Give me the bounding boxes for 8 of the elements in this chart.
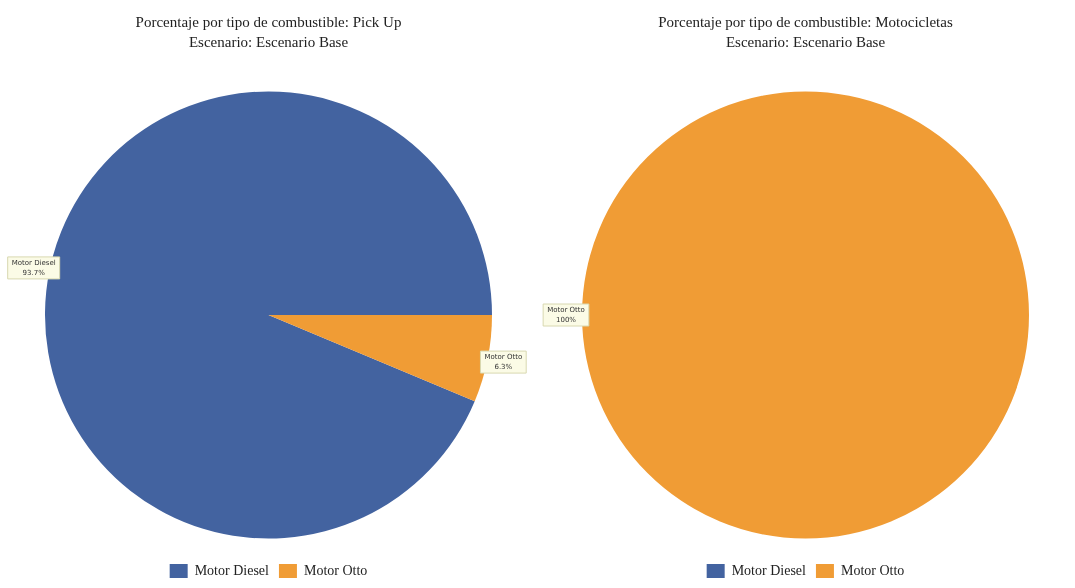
chart-title: Porcentaje por tipo de combustible: Motocicletas [658,13,953,30]
chart-subtitle: Escenario: Escenario Base [725,33,886,50]
legend-label: Motor Otto [840,562,905,578]
chart-subtitle: Escenario: Escenario Base [188,33,349,50]
legend-label: Motor Otto [303,562,368,578]
legend-label: Motor Diesel [731,562,807,578]
chart-title: Porcentaje por tipo de combustible: Pick Up [135,13,402,30]
legend-label: Motor Diesel [194,562,270,578]
